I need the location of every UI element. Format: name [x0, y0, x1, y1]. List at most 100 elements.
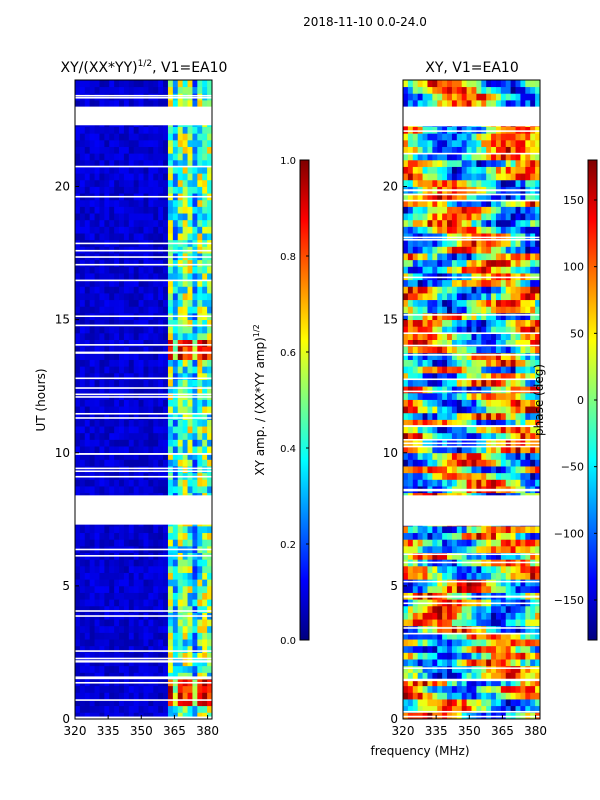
- phase-heatmap-cell: [442, 379, 448, 387]
- amplitude-heatmap-cell: [163, 213, 169, 221]
- amplitude-heatmap-cell: [99, 412, 105, 420]
- amplitude-heatmap-cell: [153, 585, 159, 593]
- phase-heatmap-cell: [515, 679, 521, 687]
- amplitude-heatmap-cell: [167, 459, 174, 467]
- phase-heatmap-cell: [486, 239, 492, 247]
- phase-heatmap-cell: [505, 206, 512, 214]
- amplitude-heatmap-cell: [172, 712, 179, 720]
- phase-heatmap-cell: [432, 659, 438, 667]
- amplitude-heatmap-cell: [187, 659, 193, 667]
- amplitude-heatmap-cell: [119, 572, 125, 580]
- amplitude-heatmap-cell: [167, 326, 174, 334]
- phase-heatmap-cell: [491, 532, 497, 540]
- phase-heatmap-cell: [505, 419, 512, 427]
- phase-heatmap-cell: [403, 525, 409, 534]
- amplitude-heatmap-cell: [172, 426, 179, 434]
- phase-heatmap-cell: [491, 545, 497, 553]
- phase-heatmap-cell: [510, 293, 516, 301]
- phase-heatmap-cell: [432, 632, 438, 640]
- amplitude-heatmap-cell: [114, 179, 120, 187]
- phase-heatmap-cell: [422, 266, 428, 274]
- amplitude-heatmap-cell: [75, 352, 81, 360]
- amplitude-heatmap-cell: [79, 459, 86, 467]
- amplitude-heatmap-cell: [207, 406, 213, 414]
- amplitude-heatmap-cell: [94, 99, 100, 108]
- amplitude-heatmap-cell: [79, 372, 86, 380]
- amplitude-heatmap-cell: [207, 159, 213, 167]
- phase-heatmap-cell: [500, 672, 507, 680]
- amplitude-heatmap-cell: [143, 273, 149, 281]
- amplitude-heatmap-cell: [123, 432, 130, 440]
- phase-heatmap-cell: [500, 266, 507, 274]
- amplitude-heatmap-cell: [79, 652, 86, 660]
- amplitude-heatmap-cell: [89, 459, 95, 467]
- phase-heatmap-cell: [510, 233, 516, 241]
- phase-heatmap-cell: [422, 579, 428, 587]
- amplitude-heatmap-cell: [148, 399, 154, 407]
- amplitude-heatmap-cell: [133, 259, 139, 267]
- phase-heatmap-cell: [466, 525, 472, 534]
- phase-heatmap-cell: [422, 446, 428, 454]
- amplitude-heatmap-cell: [197, 386, 203, 394]
- amplitude-heatmap-cell: [123, 233, 130, 241]
- phase-heatmap-cell: [451, 612, 458, 620]
- amplitude-heatmap-cell: [153, 439, 159, 447]
- amplitude-heatmap-cell: [104, 179, 110, 187]
- amplitude-gap-stripe: [75, 256, 212, 258]
- amplitude-heatmap-cell: [153, 173, 159, 181]
- amplitude-heatmap-cell: [172, 672, 179, 680]
- phase-heatmap-cell: [437, 226, 443, 234]
- amplitude-heatmap-cell: [207, 133, 213, 141]
- phase-heatmap-cell: [417, 246, 423, 254]
- amplitude-heatmap-cell: [79, 219, 86, 227]
- phase-heatmap-cell: [491, 266, 497, 274]
- phase-heatmap-cell: [505, 319, 512, 327]
- amplitude-heatmap-cell: [109, 712, 115, 720]
- amplitude-heatmap-cell: [163, 585, 169, 593]
- phase-heatmap-cell: [403, 612, 409, 620]
- amplitude-heatmap-cell: [197, 565, 203, 573]
- phase-heatmap-cell: [476, 286, 482, 294]
- amplitude-heatmap-cell: [153, 293, 159, 301]
- amplitude-heatmap-cell: [163, 452, 169, 460]
- amplitude-heatmap-cell: [197, 446, 203, 454]
- amplitude-heatmap-cell: [148, 226, 154, 234]
- amplitude-heatmap-cell: [148, 273, 154, 281]
- amplitude-heatmap-cell: [163, 406, 169, 414]
- phase-heatmap-cell: [422, 339, 428, 347]
- amplitude-heatmap-cell: [153, 659, 159, 667]
- amplitude-heatmap-cell: [79, 592, 86, 600]
- amplitude-heatmap-cell: [84, 306, 91, 314]
- amplitude-heatmap-cell: [133, 599, 139, 607]
- phase-heatmap-cell: [451, 432, 458, 440]
- amplitude-heatmap-cell: [109, 525, 115, 534]
- amplitude-heatmap-cell: [143, 386, 149, 394]
- phase-heatmap-cell: [525, 206, 531, 214]
- phase-heatmap-cell: [491, 306, 497, 314]
- phase-heatmap-cell: [461, 392, 467, 400]
- phase-heatmap-cell: [510, 545, 516, 553]
- amplitude-heatmap-cell: [202, 146, 208, 154]
- amplitude-heatmap-cell: [197, 486, 203, 494]
- phase-heatmap-cell: [476, 266, 482, 274]
- phase-heatmap-cell: [461, 472, 467, 480]
- phase-heatmap-cell: [432, 525, 438, 534]
- amplitude-heatmap-cell: [79, 639, 86, 647]
- amplitude-heatmap-cell: [94, 372, 100, 380]
- amplitude-heatmap-cell: [187, 585, 193, 593]
- amplitude-heatmap-cell: [163, 206, 169, 214]
- phase-heatmap-cell: [407, 392, 414, 400]
- amplitude-heatmap-cell: [207, 93, 213, 101]
- amplitude-heatmap-cell: [84, 93, 91, 101]
- phase-heatmap-cell: [412, 312, 419, 321]
- phase-heatmap-cell: [442, 572, 448, 580]
- amplitude-heatmap-cell: [109, 359, 115, 367]
- phase-heatmap-cell: [422, 705, 428, 713]
- amplitude-heatmap-cell: [99, 419, 105, 427]
- amplitude-heatmap-cell: [163, 273, 169, 281]
- amplitude-heatmap-cell: [114, 639, 120, 647]
- amplitude-heatmap-cell: [75, 273, 81, 281]
- amplitude-heatmap-cell: [143, 665, 149, 673]
- amplitude-heatmap-cell: [153, 419, 159, 427]
- amplitude-heatmap-cell: [163, 645, 169, 653]
